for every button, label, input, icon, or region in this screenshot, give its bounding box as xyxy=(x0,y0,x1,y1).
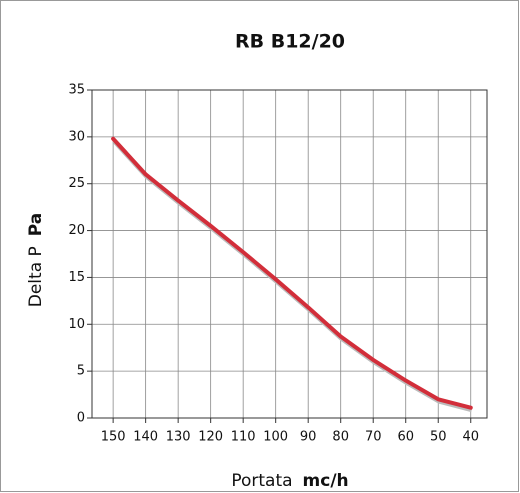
x-unit: mc/h xyxy=(303,471,349,491)
y-axis-title: Delta P Pa xyxy=(26,213,46,308)
plot-border xyxy=(91,89,488,419)
y-tick-label: 20 xyxy=(68,223,85,238)
line xyxy=(111,136,473,410)
y-tick-label: 10 xyxy=(68,317,85,332)
chart-title: RB B12/20 xyxy=(235,31,345,53)
x-tick-label: 70 xyxy=(365,430,382,445)
x-tick-label: 150 xyxy=(101,430,126,445)
y-tick-label: 5 xyxy=(77,364,85,379)
y-tick-label: 15 xyxy=(68,270,85,285)
y-tick-label: 0 xyxy=(77,411,85,426)
x-tick-label: 90 xyxy=(300,430,317,445)
y-tick-label: 30 xyxy=(68,129,85,144)
y-unit: Pa xyxy=(26,213,46,236)
x-axis-title: Portata mc/h xyxy=(231,471,348,491)
x-tick-label: 130 xyxy=(166,430,191,445)
y-label: Delta P xyxy=(26,246,46,307)
x-tick-label: 100 xyxy=(263,430,288,445)
y-tick-label: 25 xyxy=(68,176,85,191)
x-tick-label: 120 xyxy=(198,430,223,445)
y-tick-label: 35 xyxy=(68,83,85,98)
x-tick-label: 110 xyxy=(231,430,256,445)
x-tick-label: 80 xyxy=(332,430,349,445)
x-tick-label: 40 xyxy=(462,430,479,445)
x-tick-label: 140 xyxy=(133,430,158,445)
x-label: Portata xyxy=(231,471,292,491)
x-tick-label: 60 xyxy=(397,430,414,445)
x-tick-label: 50 xyxy=(430,430,447,445)
